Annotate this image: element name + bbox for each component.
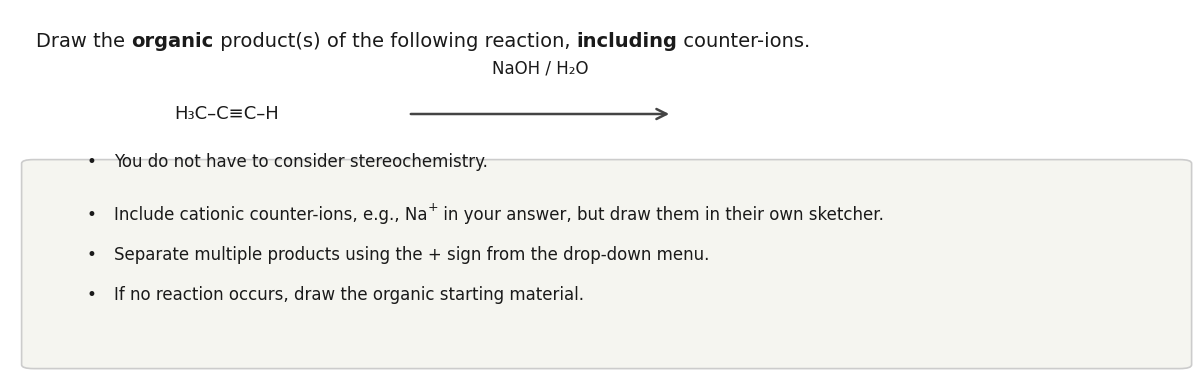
Text: Draw the: Draw the — [36, 32, 131, 51]
Text: counter-ions.: counter-ions. — [677, 32, 810, 51]
Text: H₃C–C≡C–H: H₃C–C≡C–H — [174, 105, 278, 123]
Text: +: + — [427, 201, 438, 214]
Text: organic: organic — [131, 32, 214, 51]
Text: •: • — [86, 152, 96, 171]
Text: including: including — [576, 32, 677, 51]
Text: •: • — [86, 245, 96, 264]
Text: If no reaction occurs, draw the organic starting material.: If no reaction occurs, draw the organic … — [114, 285, 584, 304]
Text: Include cationic counter-ions, e.g., Na: Include cationic counter-ions, e.g., Na — [114, 206, 427, 224]
Text: You do not have to consider stereochemistry.: You do not have to consider stereochemis… — [114, 152, 488, 171]
Text: in your answer, but draw them in their own sketcher.: in your answer, but draw them in their o… — [438, 206, 884, 224]
Text: NaOH / H₂O: NaOH / H₂O — [492, 60, 588, 78]
Text: product(s) of the following reaction,: product(s) of the following reaction, — [214, 32, 576, 51]
Text: •: • — [86, 285, 96, 304]
FancyBboxPatch shape — [22, 160, 1192, 369]
Text: Separate multiple products using the + sign from the drop-down menu.: Separate multiple products using the + s… — [114, 245, 709, 264]
Text: •: • — [86, 206, 96, 224]
